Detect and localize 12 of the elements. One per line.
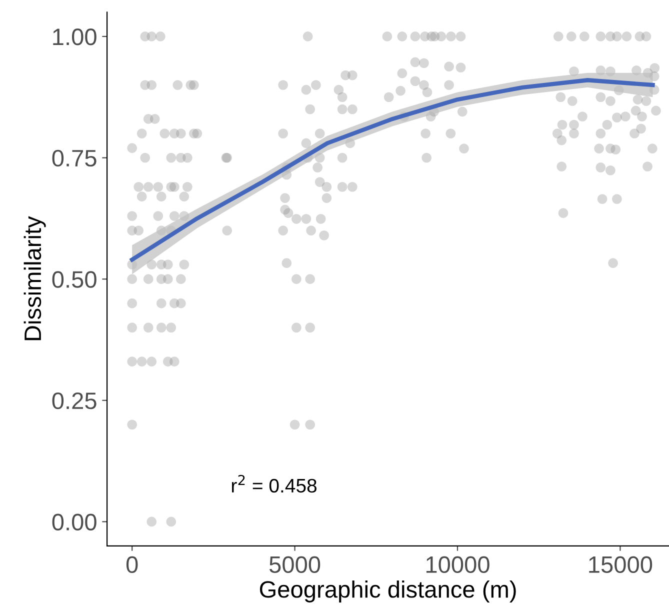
y-tick-label: 1.00 bbox=[53, 28, 96, 46]
y-tick-label: 0.50 bbox=[52, 271, 96, 288]
x-tick-label: 0 bbox=[126, 556, 138, 574]
y-tick-label: 0.25 bbox=[52, 392, 96, 410]
x-axis-title: Geographic distance (m) bbox=[260, 580, 516, 602]
y-tick-label: 0.00 bbox=[52, 514, 96, 530]
annotation: r$^{2}$ = 0.458 bbox=[232, 474, 316, 493]
x-tick-label: 15000 bbox=[589, 556, 652, 574]
y-tick-label: 0.75 bbox=[52, 150, 96, 167]
x-tick-label: 10000 bbox=[426, 556, 490, 574]
y-axis-title: Dissimilarity bbox=[24, 216, 46, 340]
x-tick-label: 5000 bbox=[269, 556, 320, 574]
